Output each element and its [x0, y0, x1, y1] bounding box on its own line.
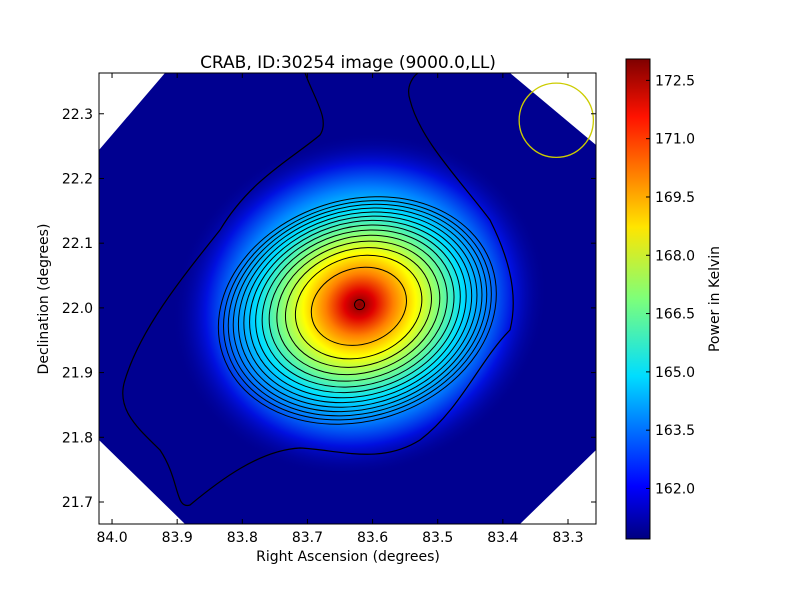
source-emission — [171, 132, 548, 478]
colorbar-tick-label: 169.5 — [655, 190, 695, 206]
y-tick-label: 22.3 — [62, 107, 93, 123]
colorbar — [625, 58, 651, 540]
y-tick-label: 21.8 — [62, 430, 93, 446]
peak-marker — [354, 299, 366, 311]
y-tick-label: 21.9 — [62, 366, 93, 382]
colorbar-tick-label: 168.0 — [655, 248, 695, 264]
colorbar-tick-label: 166.5 — [655, 307, 695, 323]
y-tick-label: 22.0 — [62, 301, 93, 317]
colorbar-tick-label: 165.0 — [655, 365, 695, 381]
x-tick-label: 83.8 — [227, 530, 258, 546]
contour-line — [217, 196, 497, 425]
plot-frame — [98, 72, 597, 525]
colorbar-tick-label: 172.5 — [655, 73, 695, 89]
contour-line — [232, 207, 483, 413]
colorbar-tick-label: 163.5 — [655, 423, 695, 439]
contour-line — [261, 229, 455, 388]
contour-line — [255, 224, 461, 394]
contour-line — [276, 240, 441, 376]
contour-line — [284, 247, 432, 368]
outer-contour — [122, 73, 514, 507]
y-axis-label: Declination (degrees) — [36, 224, 52, 375]
x-tick-label: 83.6 — [357, 530, 388, 546]
x-tick-label: 83.7 — [292, 530, 323, 546]
contour-line — [243, 215, 473, 404]
x-tick-label: 83.9 — [162, 530, 193, 546]
x-tick-label: 83.4 — [487, 530, 518, 546]
x-tick-label: 83.3 — [552, 530, 583, 546]
colorbar-tick-label: 171.0 — [655, 132, 695, 148]
beam-circle — [518, 82, 595, 159]
x-axis-label: Right Ascension (degrees) — [256, 549, 440, 565]
y-tick-label: 22.2 — [62, 171, 93, 187]
x-tick-label: 84.0 — [96, 530, 127, 546]
colorbar-label: Power in Kelvin — [707, 246, 723, 352]
contour-line — [249, 219, 467, 399]
contour-line — [223, 200, 492, 421]
y-tick-label: 22.1 — [62, 236, 93, 252]
contour-line — [310, 266, 407, 346]
chart-title: CRAB, ID:30254 image (9000.0,LL) — [200, 53, 496, 73]
x-tick-label: 83.5 — [422, 530, 453, 546]
y-tick-label: 21.7 — [62, 495, 93, 511]
contour-line — [227, 203, 488, 417]
contour-line — [237, 211, 478, 408]
contour-line — [294, 254, 423, 360]
colorbar-tick-label: 162.0 — [655, 481, 695, 497]
contour-line — [268, 234, 448, 382]
